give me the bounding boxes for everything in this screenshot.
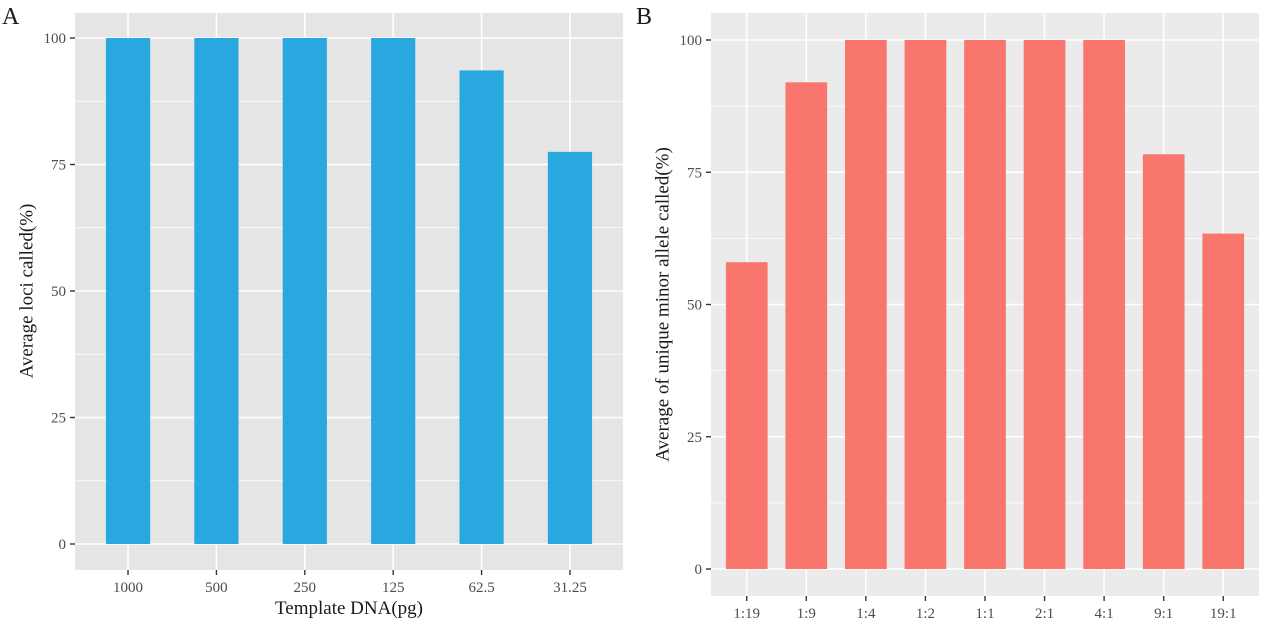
- x-tick-label: 1:2: [916, 606, 935, 622]
- bar-500: [194, 38, 239, 544]
- bar-9:1: [1142, 154, 1185, 569]
- x-tick-label: 31.25: [553, 580, 587, 596]
- bar-1:2: [904, 40, 947, 569]
- bar-62.5: [459, 70, 504, 544]
- panel-b: B 0 25 50 75 100 1:19 1:9 1:4 1:2 1:1 2:1 4:1 9:1 19…: [636, 4, 1259, 622]
- x-tick-label: 1000: [113, 580, 143, 596]
- y-tick-label: 25: [51, 411, 66, 427]
- x-tick-label: 1:4: [856, 606, 876, 622]
- bar-1000: [105, 38, 151, 544]
- y-tick-label: 100: [44, 31, 67, 47]
- panel-a-y-axis-title: Average loci called(%): [17, 204, 38, 379]
- y-tick-label: 50: [51, 284, 66, 300]
- x-tick-label: 500: [205, 580, 228, 596]
- bar-31.25: [547, 151, 593, 544]
- x-tick-label: 4:1: [1095, 606, 1114, 622]
- bar-4:1: [1083, 40, 1125, 569]
- x-tick-label: 125: [382, 580, 405, 596]
- bar-2:1: [1023, 40, 1066, 569]
- bar-1:1: [964, 40, 1006, 569]
- panel-a-tag: A: [2, 4, 20, 30]
- y-tick-label: 75: [687, 165, 702, 181]
- x-tick-label: 250: [294, 580, 317, 596]
- bar-125: [371, 38, 416, 544]
- x-tick-label: 2:1: [1035, 606, 1054, 622]
- panel-b-tag: B: [636, 4, 652, 30]
- bar-250: [282, 38, 327, 544]
- x-tick-label: 1:1: [975, 606, 994, 622]
- panel-b-y-axis: 0 25 50 75 100: [680, 33, 711, 578]
- y-tick-label: 0: [59, 537, 67, 553]
- panel-b-x-axis: 1:19 1:9 1:4 1:2 1:1 2:1 4:1 9:1 19:1: [733, 596, 1237, 622]
- y-tick-label: 75: [51, 158, 66, 174]
- panel-b-bars: [725, 40, 1245, 569]
- panel-a-x-axis-title: Template DNA(pg): [275, 598, 423, 619]
- bar-1:4: [845, 40, 887, 569]
- panel-a-bars: [105, 38, 593, 544]
- x-tick-label: 1:19: [733, 606, 760, 622]
- bar-19:1: [1202, 233, 1245, 569]
- bar-1:19: [725, 262, 768, 569]
- y-tick-label: 0: [695, 562, 703, 578]
- panel-a-y-axis: 0 25 50 75 100: [44, 31, 75, 553]
- x-tick-label: 9:1: [1154, 606, 1173, 622]
- x-tick-label: 1:9: [797, 606, 816, 622]
- panel-b-y-axis-title: Average of unique minor allele called(%): [653, 147, 674, 462]
- x-tick-label: 62.5: [468, 580, 494, 596]
- y-tick-label: 100: [680, 33, 703, 49]
- panel-a-x-axis: 1000 500 250 125 62.5 31.25: [113, 570, 587, 596]
- y-tick-label: 50: [687, 298, 702, 314]
- y-tick-label: 25: [687, 430, 702, 446]
- panel-a: A 0 25 50 75 100 1000 500 250 125 62.5 31.25 Temp…: [2, 4, 623, 619]
- bar-1:9: [785, 82, 828, 569]
- x-tick-label: 19:1: [1210, 606, 1237, 622]
